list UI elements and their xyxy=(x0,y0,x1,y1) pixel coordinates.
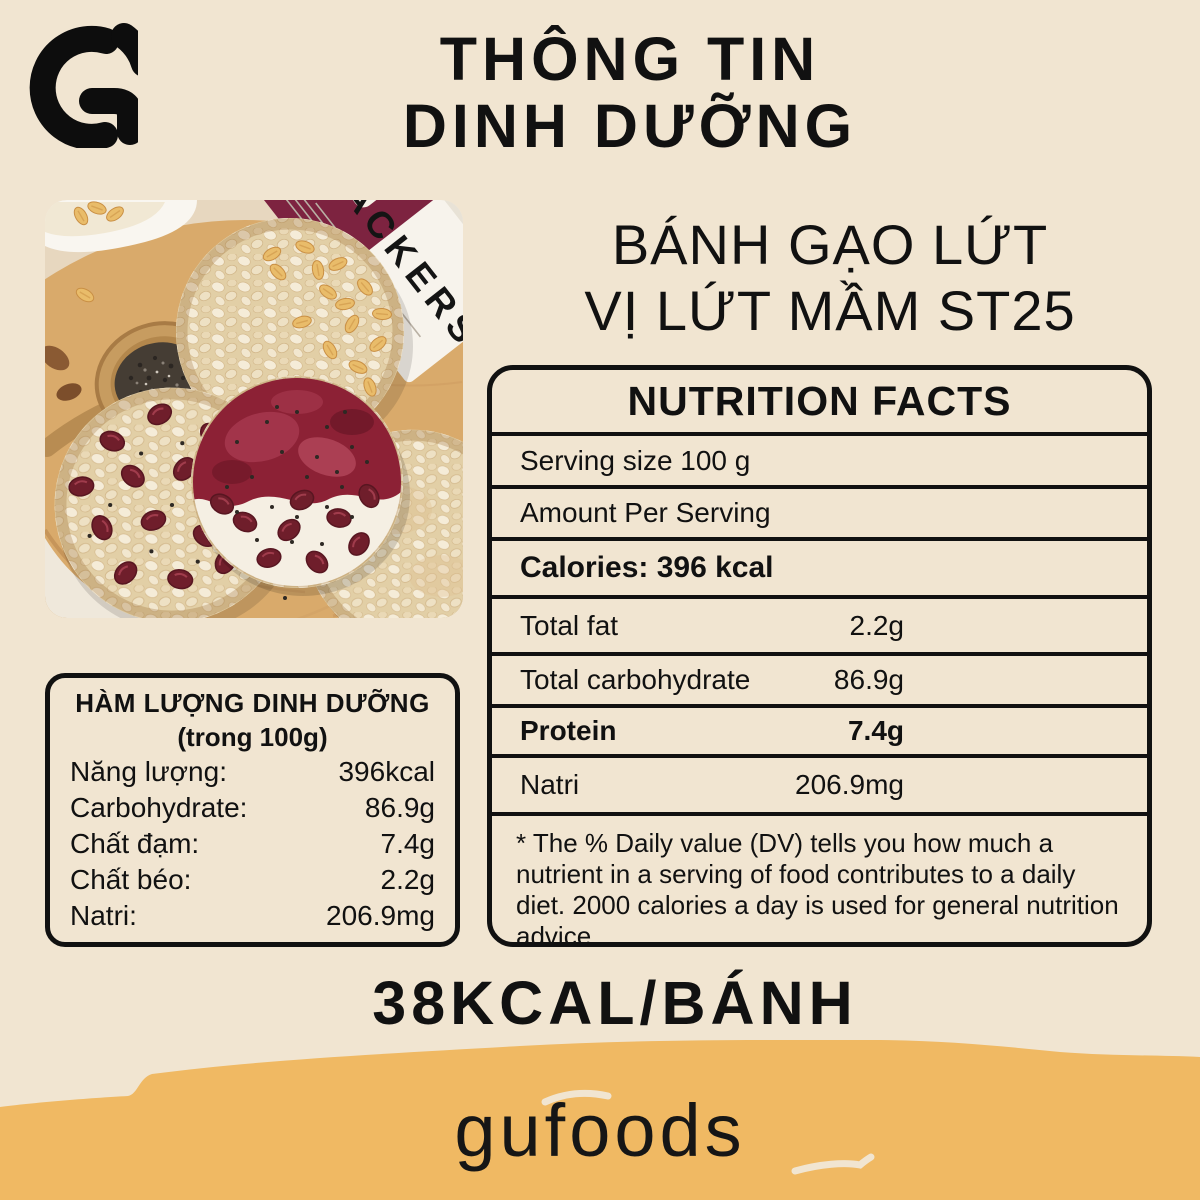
brush-stroke-accent xyxy=(791,1153,875,1175)
kcal-per-piece-banner: 38KCAL/BÁNH xyxy=(372,969,858,1037)
product-name-line1: BÁNH GẠO LỨT xyxy=(611,213,1049,276)
list-item: Năng lượng: 396kcal xyxy=(70,754,435,790)
list-item: Chất béo: 2.2g xyxy=(70,862,435,898)
product-name-line2: VỊ LỨT MẦM ST25 xyxy=(584,279,1076,342)
list-item: Carbohydrate: 86.9g xyxy=(70,790,435,826)
nutrient-value: 396kcal xyxy=(338,756,435,787)
nutrient-label: Chất béo: xyxy=(70,864,192,895)
nutrient-value: 86.9g xyxy=(833,664,904,695)
nutrient-value: 86.9g xyxy=(364,792,435,823)
list-item: Natri: 206.9mg xyxy=(70,898,435,934)
nutrition-facts-title: NUTRITION FACTS xyxy=(627,377,1012,424)
product-name: BÁNH GẠO LỨT VỊ LỨT MẦM ST25 xyxy=(490,212,1170,344)
gufoods-logo-icon xyxy=(29,23,138,148)
table-row: Natri 206.9mg xyxy=(492,754,1147,812)
nutrient-value: 2.2g xyxy=(380,864,436,895)
nutrient-label: Protein xyxy=(520,715,617,746)
product-photo-illustration: CRACKERS xyxy=(45,200,463,618)
page-title-line1: THÔNG TIN xyxy=(439,25,821,93)
brand-wordmark: gufoods xyxy=(454,1089,746,1172)
nutrient-label: Carbohydrate: xyxy=(70,792,248,823)
nutrient-label: Chất đạm: xyxy=(70,828,200,859)
page-title-line2: DINH DƯỠNG xyxy=(402,92,858,160)
nutrient-label: Total carbohydrate xyxy=(520,664,751,695)
orange-brush-band xyxy=(0,1039,1200,1200)
nutrient-label: Năng lượng: xyxy=(70,756,227,787)
nutrient-value: 206.9mg xyxy=(795,769,904,800)
nutrient-label: Total fat xyxy=(520,609,619,641)
list-item: Chất đạm: 7.4g xyxy=(70,826,435,862)
daily-value-footnote: * The % Daily value (DV) tells you how m… xyxy=(492,812,1147,942)
nutrient-label: Natri xyxy=(520,769,580,800)
nutrient-label: Natri: xyxy=(70,900,137,931)
nutrition-facts-box: NUTRITION FACTS Serving size 100 g Amoun… xyxy=(487,365,1152,947)
table-row: Protein 7.4g xyxy=(492,704,1147,754)
brush-stroke-accent xyxy=(541,1089,612,1106)
serving-size: Serving size 100 g xyxy=(492,432,1147,485)
nutrient-value: 206.9mg xyxy=(326,900,435,931)
nutrient-value: 7.4g xyxy=(380,828,436,859)
vietnamese-nutrition-subtitle: (trong 100g) xyxy=(177,722,328,752)
vietnamese-nutrition-title: HÀM LƯỢNG DINH DƯỠNG xyxy=(75,688,430,718)
vietnamese-nutrition-box: HÀM LƯỢNG DINH DƯỠNG (trong 100g) Năng l… xyxy=(45,673,460,947)
nutrient-value: 2.2g xyxy=(849,609,905,641)
calories-row: Calories: 396 kcal xyxy=(492,537,1147,595)
amount-per-serving: Amount Per Serving xyxy=(492,485,1147,537)
table-row: Total carbohydrate 86.9g xyxy=(492,652,1147,704)
nutrient-value: 7.4g xyxy=(847,715,904,746)
table-row: Total fat 2.2g xyxy=(492,595,1147,652)
page-title: THÔNG TIN DINH DƯỠNG xyxy=(180,26,1080,160)
product-photo: CRACKERS xyxy=(45,200,463,618)
